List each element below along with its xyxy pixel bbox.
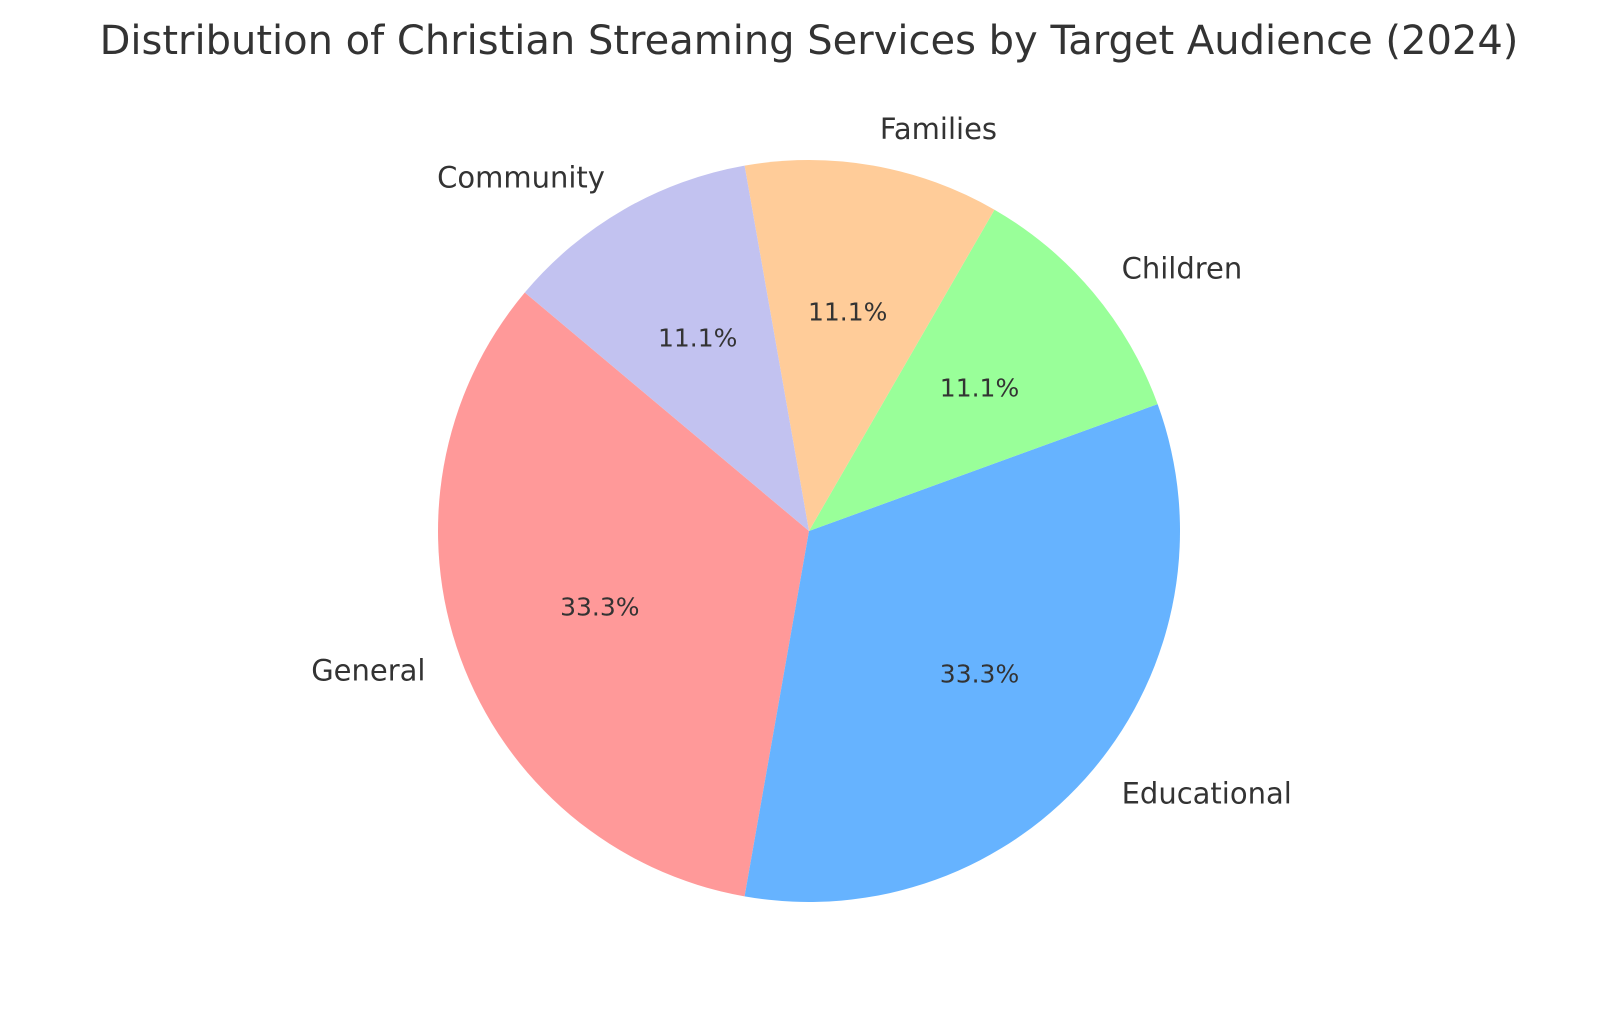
slice-label-families: Families	[880, 112, 997, 146]
chart-title: Distribution of Christian Streaming Serv…	[100, 18, 1519, 64]
pie-slice-general	[438, 292, 809, 897]
slice-percent-families: 11.1%	[808, 297, 887, 326]
slice-percent-general: 33.3%	[560, 593, 639, 622]
slice-label-children: Children	[1122, 252, 1243, 286]
slice-percent-children: 11.1%	[940, 373, 1019, 402]
pie-slice-community	[524, 165, 809, 531]
pie-slices	[438, 160, 1181, 902]
pie-slice-families	[744, 160, 995, 532]
pie-slice-children	[809, 209, 1158, 531]
pie-labels: General 33.3% Educational 33.3% Children 11.1…	[311, 112, 1292, 810]
slice-label-community: Community	[437, 161, 605, 195]
pie-slice-educational	[744, 404, 1181, 902]
slice-label-general: General	[311, 654, 425, 688]
slice-percent-community: 11.1%	[658, 324, 737, 353]
slice-label-educational: Educational	[1122, 776, 1292, 810]
slice-percent-educational: 33.3%	[940, 660, 1019, 689]
